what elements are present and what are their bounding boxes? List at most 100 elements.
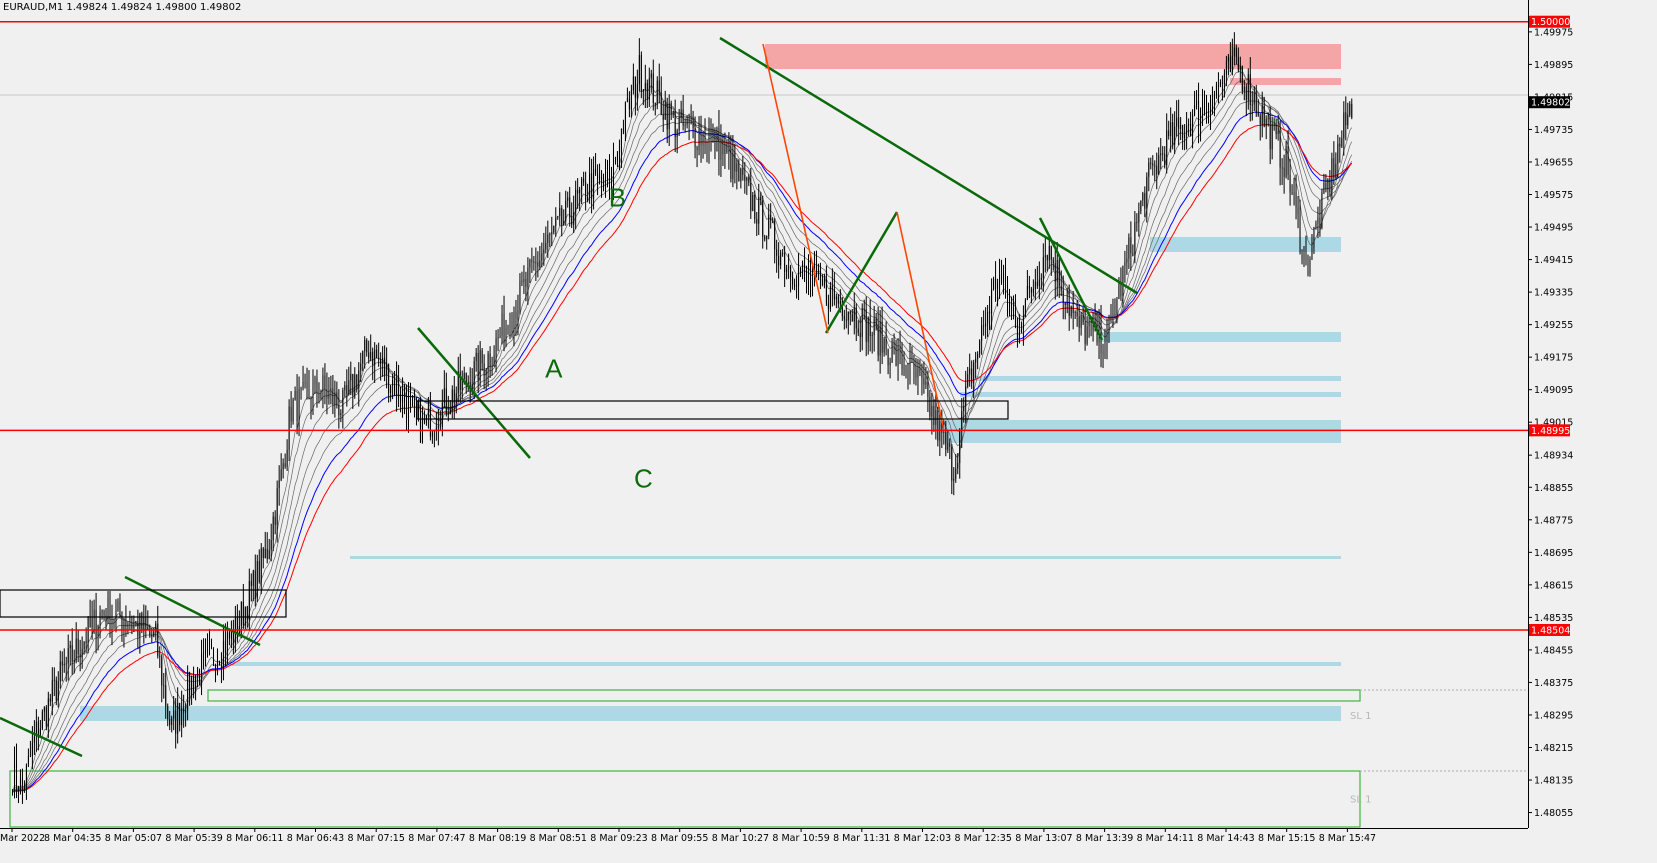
candle-body	[1102, 351, 1104, 354]
candle-body	[322, 375, 324, 392]
candle-body	[979, 340, 981, 354]
candle-body	[1225, 61, 1227, 75]
time-tick-label: 8 Mar 12:03	[894, 833, 951, 844]
candle-body	[1293, 192, 1295, 194]
candle-body	[179, 702, 181, 726]
candle-body	[660, 92, 662, 115]
candle-body	[230, 629, 232, 639]
demand-zone	[350, 556, 1341, 559]
candle-body	[1070, 306, 1072, 316]
candle-body	[1245, 86, 1247, 100]
candle-body	[949, 442, 951, 447]
candle-body	[809, 271, 811, 285]
candle-body	[1239, 65, 1241, 70]
candle-body	[240, 601, 242, 627]
candle-body	[284, 463, 286, 467]
price-tick-label: 1.48055	[1534, 808, 1573, 819]
candle-body	[1219, 82, 1221, 87]
candle-body	[601, 176, 603, 184]
candle-body	[185, 710, 187, 713]
candle-body	[1267, 118, 1269, 120]
candle-body	[437, 426, 439, 428]
candle-body	[332, 388, 334, 405]
candle-body	[754, 194, 756, 220]
candle-body	[957, 463, 959, 469]
candle-body	[1285, 146, 1287, 177]
candle-body	[569, 197, 571, 218]
candle-body	[461, 378, 463, 391]
stop-loss-box	[9, 770, 1361, 828]
candle-body	[268, 549, 270, 559]
candle-body	[1299, 214, 1301, 254]
price-tick-label: 1.48535	[1534, 613, 1573, 624]
candle-body	[441, 402, 443, 427]
candle-body	[169, 719, 171, 726]
candle-body	[491, 366, 493, 368]
candle-body	[17, 788, 19, 795]
candle-body	[595, 169, 597, 174]
candle-body	[189, 672, 191, 696]
price-tick-label: 1.49095	[1534, 385, 1573, 396]
price-tick-label: 1.49255	[1534, 320, 1573, 331]
candle-body	[1152, 163, 1154, 166]
level-price-label: 1.48995	[1531, 426, 1570, 437]
candle-body	[1124, 262, 1126, 266]
candle-body	[895, 345, 897, 366]
candle-body	[25, 764, 27, 789]
candle-body	[1170, 122, 1172, 137]
candle-body	[991, 289, 993, 314]
impulse-line	[762, 43, 829, 334]
candle-body	[59, 661, 61, 682]
candle-body	[1227, 56, 1229, 62]
candle-body	[686, 118, 688, 125]
candle-body	[1211, 99, 1213, 114]
candle-body	[1050, 245, 1052, 260]
candle-body	[827, 303, 829, 309]
candle-body	[75, 638, 77, 660]
candle-body	[220, 664, 222, 666]
candle-body	[722, 140, 724, 155]
candle-body	[650, 73, 652, 79]
candle-body	[334, 392, 336, 405]
candle-body	[292, 399, 294, 422]
candle-body	[1243, 86, 1245, 91]
time-tick-label: 8 Mar 08:19	[469, 833, 526, 844]
candle-body	[1138, 211, 1140, 223]
candle-body	[879, 321, 881, 356]
levels-layer: 1.50000 1.48995 1.48504	[0, 15, 1570, 636]
candle-body	[1247, 74, 1249, 100]
candle-body	[1158, 155, 1160, 175]
candle-body	[1066, 301, 1068, 306]
candle-body	[766, 236, 768, 240]
candle-body	[877, 324, 879, 356]
candle-body	[871, 334, 873, 336]
candle-body	[1213, 94, 1215, 100]
candle-body	[449, 409, 451, 414]
candle-body	[610, 170, 612, 185]
candle-body	[700, 130, 702, 146]
candle-body	[360, 363, 362, 371]
trendline	[0, 716, 83, 758]
candle-body	[195, 677, 197, 692]
candle-body	[800, 267, 802, 275]
candle-body	[41, 711, 43, 729]
candle-body	[171, 718, 173, 726]
candle-body	[386, 363, 388, 375]
candle-body	[748, 177, 750, 183]
candle-body	[1030, 288, 1032, 293]
candle-body	[1303, 251, 1305, 260]
price-tick-label: 1.49175	[1534, 353, 1573, 364]
candle-body	[975, 358, 977, 363]
candle-body	[328, 390, 330, 399]
candle-body	[656, 80, 658, 105]
candle-body	[1074, 311, 1076, 313]
candle-body	[612, 160, 614, 185]
candle-body	[320, 391, 322, 399]
candle-body	[55, 679, 57, 701]
supply-zone	[765, 44, 1341, 69]
candle-body	[907, 374, 909, 379]
time-tick-label: 8 Mar 08:51	[530, 833, 587, 844]
candle-body	[985, 323, 987, 327]
